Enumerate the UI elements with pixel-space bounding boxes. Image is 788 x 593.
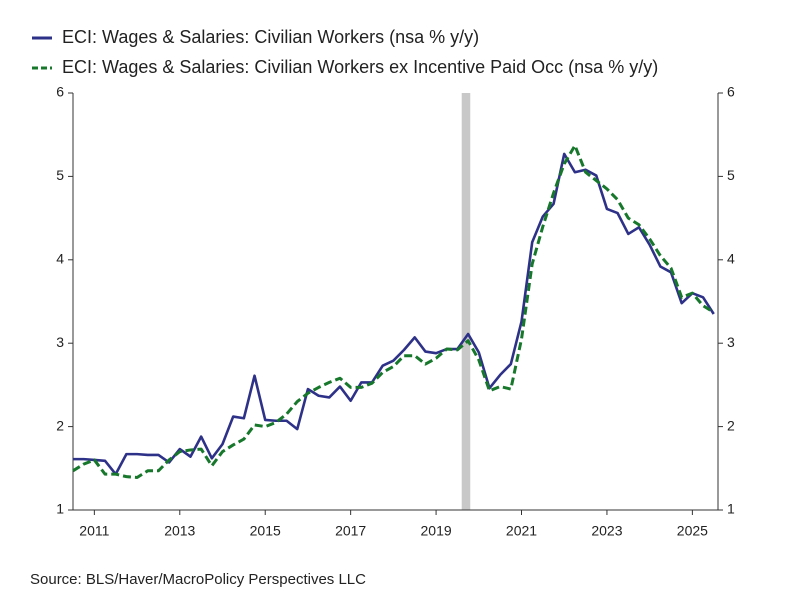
legend-label: ECI: Wages & Salaries: Civilian Workers … xyxy=(62,57,658,77)
x-tick-label: 2013 xyxy=(164,523,195,539)
y2-tick-label: 3 xyxy=(727,334,735,350)
y2-tick-label: 5 xyxy=(727,167,735,183)
y-tick-label: 6 xyxy=(56,84,64,100)
x-tick-label: 2019 xyxy=(421,523,452,539)
source-note: Source: BLS/Haver/MacroPolicy Perspectiv… xyxy=(30,571,366,588)
x-tick-label: 2011 xyxy=(79,523,109,539)
recession-shade xyxy=(461,93,471,510)
x-tick-label: 2017 xyxy=(335,523,366,539)
y2-tick-label: 4 xyxy=(727,251,735,267)
x-tick-label: 2025 xyxy=(677,523,708,539)
y-tick-label: 5 xyxy=(56,167,64,183)
series-line xyxy=(72,144,715,479)
y-tick-label: 4 xyxy=(56,251,64,267)
y2-tick-label: 1 xyxy=(727,501,735,517)
legend-label: ECI: Wages & Salaries: Civilian Workers … xyxy=(62,27,479,47)
x-tick-label: 2021 xyxy=(506,523,537,539)
y2-tick-label: 6 xyxy=(727,84,735,100)
series-line xyxy=(73,152,715,476)
x-tick-label: 2015 xyxy=(250,523,281,539)
y-tick-label: 2 xyxy=(56,417,64,433)
y-tick-label: 3 xyxy=(56,334,64,350)
y-tick-label: 1 xyxy=(56,501,64,517)
y2-tick-label: 2 xyxy=(727,417,735,433)
x-tick-label: 2023 xyxy=(591,523,622,539)
